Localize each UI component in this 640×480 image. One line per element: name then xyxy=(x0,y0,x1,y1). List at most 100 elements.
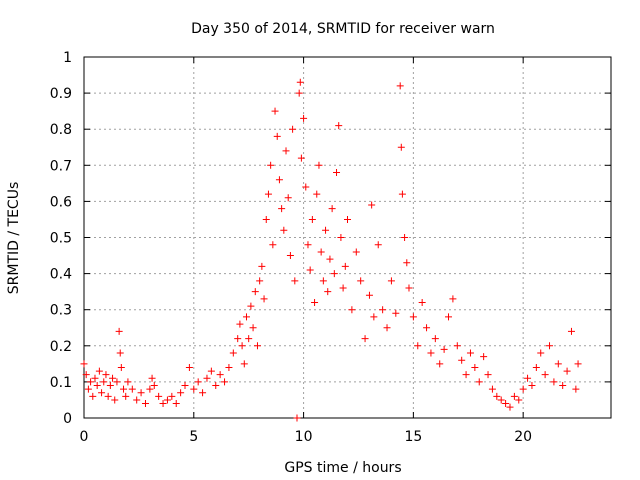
data-point xyxy=(273,132,281,140)
data-point xyxy=(510,392,518,400)
data-point xyxy=(168,392,176,400)
data-point xyxy=(267,161,275,169)
data-point xyxy=(194,378,202,386)
data-point xyxy=(471,363,479,371)
data-point xyxy=(405,284,413,292)
data-point xyxy=(348,306,356,314)
data-point xyxy=(102,371,110,379)
data-point xyxy=(117,363,125,371)
data-point xyxy=(286,252,294,260)
data-point xyxy=(414,342,422,350)
data-point xyxy=(148,374,156,382)
data-point xyxy=(89,392,97,400)
data-point xyxy=(155,392,163,400)
data-point xyxy=(141,400,149,408)
data-point xyxy=(258,262,266,270)
data-point xyxy=(264,190,272,198)
y-tick-label: 1 xyxy=(63,50,72,66)
data-point xyxy=(284,194,292,202)
data-point xyxy=(256,277,264,285)
data-point xyxy=(502,400,510,408)
data-point xyxy=(387,277,395,285)
x-tick-label: 5 xyxy=(189,429,198,445)
data-point xyxy=(109,374,117,382)
data-point xyxy=(462,371,470,379)
data-point xyxy=(328,205,336,213)
data-point xyxy=(339,284,347,292)
data-point xyxy=(436,360,444,368)
data-point xyxy=(212,382,220,390)
data-point xyxy=(262,215,270,223)
data-point xyxy=(190,385,198,393)
data-point xyxy=(280,226,288,234)
data-point xyxy=(453,342,461,350)
data-point xyxy=(278,205,286,213)
data-point xyxy=(383,324,391,332)
y-tick-label: 0.5 xyxy=(50,231,72,247)
data-point xyxy=(116,349,124,357)
x-tick-label: 15 xyxy=(404,429,422,445)
data-point xyxy=(308,215,316,223)
y-tick-label: 0.9 xyxy=(50,86,72,102)
data-point xyxy=(392,309,400,317)
data-point xyxy=(122,392,130,400)
data-point xyxy=(302,183,310,191)
data-point xyxy=(163,396,171,404)
data-point xyxy=(319,277,327,285)
data-point xyxy=(87,378,95,386)
data-point xyxy=(344,215,351,223)
data-point xyxy=(313,190,321,198)
data-point xyxy=(111,396,119,404)
y-tick-label: 0 xyxy=(63,411,72,427)
data-point xyxy=(98,389,106,397)
data-point xyxy=(82,371,90,379)
tick-labels: 00.10.20.30.40.50.60.70.80.910 5 10 15 20 xyxy=(50,50,532,445)
data-point xyxy=(488,385,496,393)
data-point xyxy=(271,107,279,115)
data-point xyxy=(493,392,501,400)
data-point xyxy=(240,360,248,368)
data-point xyxy=(445,313,453,321)
data-point xyxy=(541,371,549,379)
data-point xyxy=(519,385,527,393)
data-point xyxy=(440,345,448,353)
data-point xyxy=(296,78,304,86)
data-point xyxy=(532,363,540,371)
data-point xyxy=(326,255,334,263)
data-point xyxy=(146,385,154,393)
data-point xyxy=(379,306,387,314)
data-point xyxy=(247,302,255,310)
data-point xyxy=(396,82,404,90)
y-tick-label: 0.2 xyxy=(50,339,72,355)
data-point xyxy=(249,324,257,332)
data-point xyxy=(427,349,435,357)
data-point xyxy=(199,389,207,397)
data-point xyxy=(113,378,121,386)
data-point xyxy=(93,382,101,390)
data-point xyxy=(431,335,439,343)
data-point xyxy=(282,147,290,155)
data-point xyxy=(550,378,558,386)
data-point xyxy=(221,378,229,386)
data-point xyxy=(403,259,411,267)
y-tick-label: 0.8 xyxy=(50,122,72,138)
data-point xyxy=(245,335,253,343)
data-point xyxy=(80,360,88,368)
data-point xyxy=(322,226,330,234)
data-point xyxy=(572,385,580,393)
y-tick-label: 0.6 xyxy=(50,194,72,210)
data-point xyxy=(574,360,582,368)
data-point xyxy=(95,367,103,375)
axes xyxy=(83,56,612,419)
data-point xyxy=(317,248,325,256)
y-tick-label: 0.3 xyxy=(50,303,72,319)
y-tick-label: 0.4 xyxy=(50,267,72,283)
data-point xyxy=(337,234,345,241)
data-point xyxy=(398,190,406,198)
data-point xyxy=(234,335,242,343)
data-point xyxy=(297,154,305,162)
data-point xyxy=(150,382,158,390)
data-point xyxy=(352,248,360,256)
data-point xyxy=(330,270,338,278)
data-point xyxy=(409,313,417,321)
